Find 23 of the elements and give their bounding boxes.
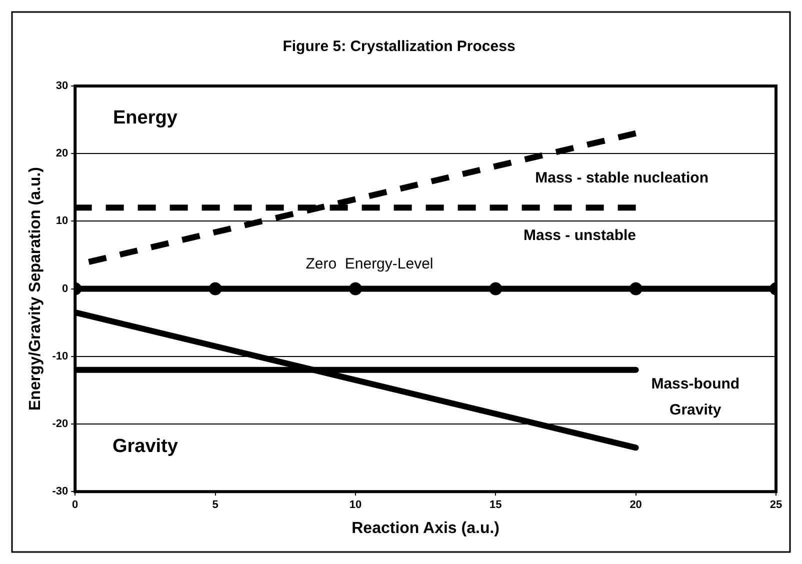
x-tick-label: 0 xyxy=(72,499,78,512)
y-tick-label: 10 xyxy=(56,215,68,228)
x-tick-label: 15 xyxy=(490,499,502,512)
chart-title: Figure 5: Crystallization Process xyxy=(282,38,516,56)
y-tick-label: 0 xyxy=(62,282,68,295)
annotation: Mass - stable nucleation xyxy=(535,170,708,187)
x-tick-label: 25 xyxy=(770,499,782,512)
y-tick-label: -20 xyxy=(52,418,68,430)
annotation: Mass - unstable xyxy=(523,227,636,244)
y-tick-label: 30 xyxy=(56,80,68,92)
x-axis-title: Reaction Axis (a.u.) xyxy=(352,520,500,537)
annotation: Gravity xyxy=(670,402,722,419)
y-tick-label: -10 xyxy=(52,350,68,362)
x-tick-label: 5 xyxy=(212,499,218,512)
x-tick-label: 10 xyxy=(349,499,362,512)
annotation: Gravity xyxy=(112,436,178,458)
x-tick-label: 20 xyxy=(630,499,642,512)
y-tick-label: -30 xyxy=(52,486,68,498)
annotation: Mass-bound xyxy=(651,375,740,392)
annotation: Zero Energy-Level xyxy=(306,256,434,273)
y-tick-label: 20 xyxy=(56,148,68,160)
annotation: Energy xyxy=(112,108,178,129)
y-axis-title: Energy/Gravity Separation (a.u.) xyxy=(27,166,44,411)
